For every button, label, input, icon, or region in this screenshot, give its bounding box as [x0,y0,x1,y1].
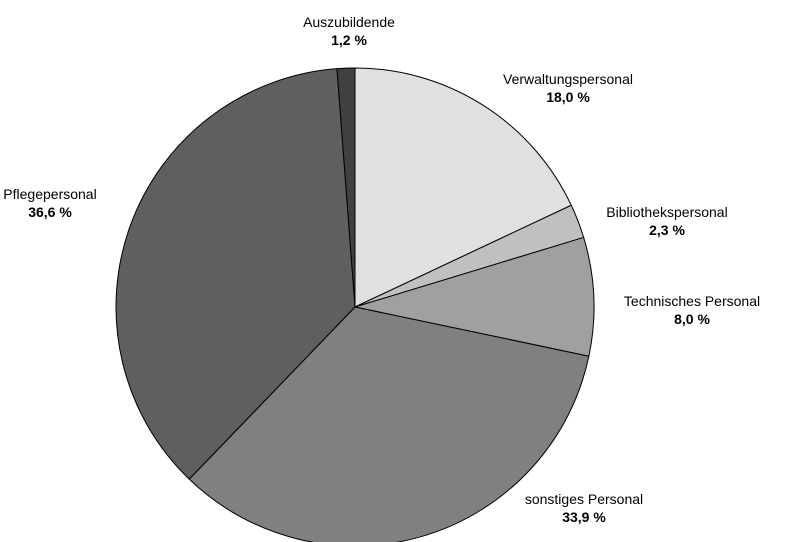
slice-value-label-3: 33,9 % [562,509,606,525]
pie-slice-4 [115,68,356,480]
slice-value-label-0: 18,0 % [546,89,590,105]
slice-value-label-2: 8,0 % [674,311,710,327]
pie-slice-2 [354,236,595,357]
slice-label-3: sonstiges Personal [525,491,643,507]
pie-slice-3 [188,306,590,542]
slice-value-label-1: 2,3 % [649,222,685,238]
slice-label-4: Pflegepersonal [3,186,96,202]
slice-label-5: Auszubildende [303,14,395,30]
slice-value-label-4: 36,6 % [28,204,72,220]
pie-slice-0 [354,67,572,308]
slice-value-label-5: 1,2 % [331,32,367,48]
slice-label-1: Bibliothekspersonal [606,204,727,220]
slice-label-0: Verwaltungspersonal [503,71,633,87]
pie-slice-5 [336,67,356,308]
slice-label-2: Technisches Personal [624,293,760,309]
